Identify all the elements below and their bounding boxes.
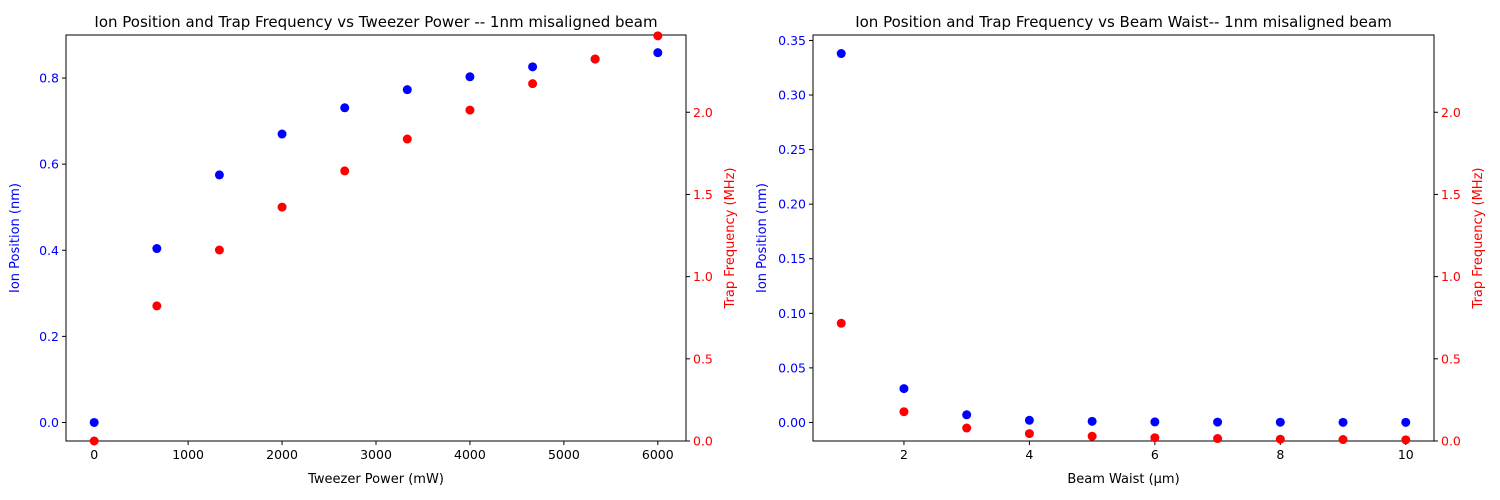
y-tick-label: 0.20 [778,197,806,212]
ion-position-point [962,410,972,420]
trap-frequency-point [836,318,846,328]
y2-tick-label: 1.5 [693,187,713,202]
ion-position-point [528,62,538,72]
y-tick-label: 0.25 [778,142,806,157]
y2-tick-label: 2.0 [693,105,713,120]
trap-frequency-point [402,134,412,144]
y2-axis-label: Trap Frequency (MHz) [1471,168,1486,310]
x-tick-label: 4000 [454,447,486,462]
x-axis-label: Beam Waist (µm) [1067,472,1179,487]
y2-tick-label: 0.5 [1441,351,1461,366]
x-tick-label: 6000 [642,447,674,462]
x-tick-label: 1000 [172,447,204,462]
chart-title: Ion Position and Trap Frequency vs Tweez… [94,13,657,31]
ion-position-point [899,384,909,394]
plot-frame [65,34,687,442]
ion-position-point [1338,417,1348,427]
trap-frequency-point [1338,435,1348,445]
ion-position-point [653,48,663,58]
ion-position-point [89,417,99,427]
y-tick-label: 0.00 [778,415,806,430]
y2-tick-label: 0.0 [693,434,713,449]
ion-position-point [1401,417,1411,427]
ion-position-point [1213,417,1223,427]
ion-position-point [340,103,350,113]
trap-frequency-point [590,54,600,64]
y-axis-label: Ion Position (nm) [755,183,770,293]
y2-tick-label: 0.0 [1441,434,1461,449]
trap-frequency-point [89,436,99,446]
ion-position-point [277,129,287,139]
trap-frequency-point [340,166,350,176]
ion-position-point [402,85,412,95]
x-tick-label: 2000 [266,447,298,462]
y-tick-label: 0.35 [778,33,806,48]
chart-2: 2 4 6 8 10 0.00 0.05 0.10 0.15 0.20 0.25 0.30 0.35 0.… [755,13,1486,487]
trap-frequency-point [152,301,162,311]
y-tick-label: 0.10 [778,306,806,321]
chart-1: 0 1000 2000 3000 4000 5000 6000 0.0 0.2 0.4 0.6 0.8… [8,13,738,487]
ion-position-point [152,244,162,254]
x-tick-label: 5000 [548,447,580,462]
x-tick-label: 6 [1151,447,1159,462]
trap-frequency-point [277,202,287,212]
x-tick-label: 4 [1025,447,1033,462]
chart-title: Ion Position and Trap Frequency vs Beam … [855,13,1392,31]
trap-frequency-point [214,245,224,255]
trap-frequency-point [653,31,663,41]
trap-frequency-point [962,423,972,433]
y2-tick-label: 1.0 [1441,269,1461,284]
x-tick-label: 10 [1398,447,1414,462]
y-tick-label: 0.4 [39,243,59,258]
x-tick-label: 0 [90,447,98,462]
trap-frequency-point [465,105,475,115]
trap-frequency-point [1401,435,1411,445]
y2-tick-label: 1.0 [693,269,713,284]
y2-axis-label: Trap Frequency (MHz) [723,168,738,310]
y-tick-label: 0.15 [778,251,806,266]
ion-position-point [836,49,846,59]
trap-frequency-point [1150,433,1160,443]
ion-position-point [1024,415,1034,425]
x-axis-label: Tweezer Power (mW) [307,472,444,487]
x-tick-label: 8 [1276,447,1284,462]
trap-frequency-point [899,407,909,417]
y-tick-label: 0.8 [39,71,59,86]
ion-position-point [1275,417,1285,427]
ion-position-point [465,72,475,82]
y-tick-label: 0.6 [39,157,59,172]
y-tick-label: 0.0 [39,415,59,430]
y-axis-label: Ion Position (nm) [8,183,23,293]
ion-position-point [1150,417,1160,427]
y-tick-label: 0.05 [778,360,806,375]
trap-frequency-point [1087,431,1097,441]
trap-frequency-point [1275,434,1285,444]
trap-frequency-point [1024,429,1034,439]
plot-frame [812,34,1435,442]
trap-frequency-point [528,79,538,89]
ion-position-point [1087,416,1097,426]
y2-tick-label: 0.5 [693,351,713,366]
x-tick-label: 3000 [360,447,392,462]
ion-position-point [214,170,224,180]
y2-tick-label: 2.0 [1441,105,1461,120]
x-tick-label: 2 [900,447,908,462]
y2-tick-label: 1.5 [1441,187,1461,202]
trap-frequency-point [1213,434,1223,444]
y-tick-label: 0.2 [39,329,59,344]
y-tick-label: 0.30 [778,88,806,103]
